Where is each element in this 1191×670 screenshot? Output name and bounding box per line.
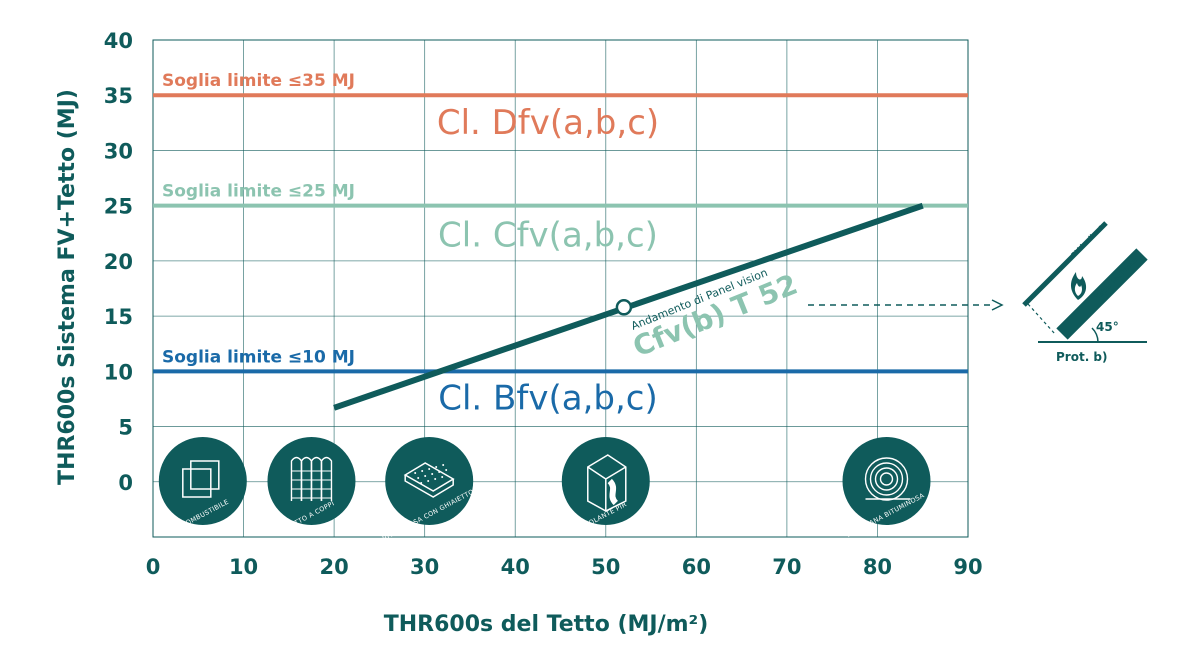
- x-axis-title: THR600s del Tetto (MJ/m²): [384, 612, 709, 637]
- threshold-label: Soglia limite ≤25 MJ: [162, 182, 355, 202]
- gravel-dot: [442, 464, 445, 466]
- y-tick-label: 0: [118, 471, 133, 495]
- y-tick-label: 10: [104, 360, 133, 384]
- x-tick-label: 0: [146, 555, 161, 579]
- class-label: Cl. Cfv(a,b,c): [438, 216, 658, 256]
- tile: [320, 456, 333, 501]
- class-label: Cl. Bfv(a,b,c): [438, 378, 657, 418]
- roll-ring: [874, 467, 899, 491]
- square-front: [190, 460, 220, 490]
- gravel-dot: [427, 480, 430, 482]
- board-side: [404, 475, 454, 498]
- gravel-dot: [438, 471, 441, 473]
- y-tick-label: 30: [104, 139, 133, 163]
- material-icons: INCOMBUSTIBILE TETTO A COPPI BITUMINOSA CO…: [158, 437, 931, 543]
- roll-ring: [869, 462, 904, 496]
- membrane-roll-icon: MEMBRANA BITUMINOSA: [842, 437, 931, 539]
- y-tick-label: 35: [104, 84, 133, 108]
- panel-outline: [587, 454, 627, 512]
- thresholds: Soglia limite ≤35 MJ Cl. Dfv(a,b,c) Soglia…: [153, 71, 968, 418]
- square-back: [182, 468, 212, 498]
- diagram-roof-block: [1056, 248, 1148, 340]
- y-tick-label: 5: [118, 416, 133, 440]
- insulation-panel-icon: ISOLANTE PIR: [561, 437, 650, 530]
- x-tick-label: 80: [863, 555, 892, 579]
- diagram-roof-label: Tetto inclinato: [1094, 256, 1140, 302]
- icon-circle: [158, 437, 247, 525]
- gravel-dot: [420, 482, 423, 484]
- diagram-arrow-head-icon: [991, 299, 1004, 311]
- y-tick-label: 40: [104, 29, 133, 53]
- square-stack-icon: INCOMBUSTIBILE: [158, 437, 247, 533]
- x-tick-label: 90: [953, 555, 982, 579]
- x-tick-label: 50: [591, 555, 620, 579]
- diagram-pv-panel: [1022, 221, 1108, 307]
- y-tick-label: 25: [104, 195, 133, 219]
- diagram-pv-label: PV inclinato: [1070, 220, 1109, 259]
- gravel-dot: [417, 477, 420, 479]
- diagram-angle-label: 45°: [1096, 320, 1119, 334]
- roll-ring: [864, 457, 909, 501]
- diagram-angle-arc: [1091, 327, 1099, 343]
- x-tick-label: 40: [501, 555, 530, 579]
- diagram-prot-label: Prot. b): [1056, 350, 1108, 364]
- gravel-dot: [445, 469, 448, 471]
- gravel-dot: [424, 475, 427, 477]
- x-tick-label: 30: [410, 555, 439, 579]
- flame-icon: [1071, 272, 1087, 300]
- gravel-board-icon: BITUMINOSA CON GHIAIETTO: [381, 437, 475, 543]
- threshold-label: Soglia limite ≤10 MJ: [162, 347, 355, 367]
- x-tick-label: 10: [229, 555, 258, 579]
- x-tick-label: 70: [772, 555, 801, 579]
- tick-labels: 0 10 20 30 40 50 60 70 80 90 0 5 10 15 20 25 30 35 40: [104, 29, 983, 579]
- x-tick-label: 60: [682, 555, 711, 579]
- gravel-dot: [421, 470, 424, 472]
- gravel-dot: [441, 476, 444, 478]
- roll-ring: [879, 472, 894, 486]
- panel-core: [607, 478, 619, 506]
- gravel-dot: [435, 466, 438, 468]
- series-marker: [615, 299, 633, 316]
- gravel-dot: [414, 472, 417, 474]
- x-tick-label: 20: [319, 555, 348, 579]
- y-axis-title: THR600s Sistema FV+Tetto (MJ): [55, 89, 80, 485]
- threshold-label: Soglia limite ≤35 MJ: [162, 71, 355, 91]
- panel-edges: [587, 466, 627, 511]
- protection-diagram: PV inclinato Tetto inclinato 45° Prot. b…: [1022, 220, 1148, 364]
- gravel-dot: [428, 468, 431, 470]
- gravel-dot: [434, 478, 437, 480]
- y-tick-label: 20: [104, 250, 133, 274]
- diagram-dashed-drop: [1027, 303, 1056, 335]
- icon-circle: [842, 437, 931, 525]
- gravel-dot: [431, 473, 434, 475]
- y-tick-label: 15: [104, 305, 133, 329]
- class-label: Cl. Dfv(a,b,c): [437, 103, 659, 143]
- roof-tiles-icon: TETTO A COPPI: [267, 437, 356, 532]
